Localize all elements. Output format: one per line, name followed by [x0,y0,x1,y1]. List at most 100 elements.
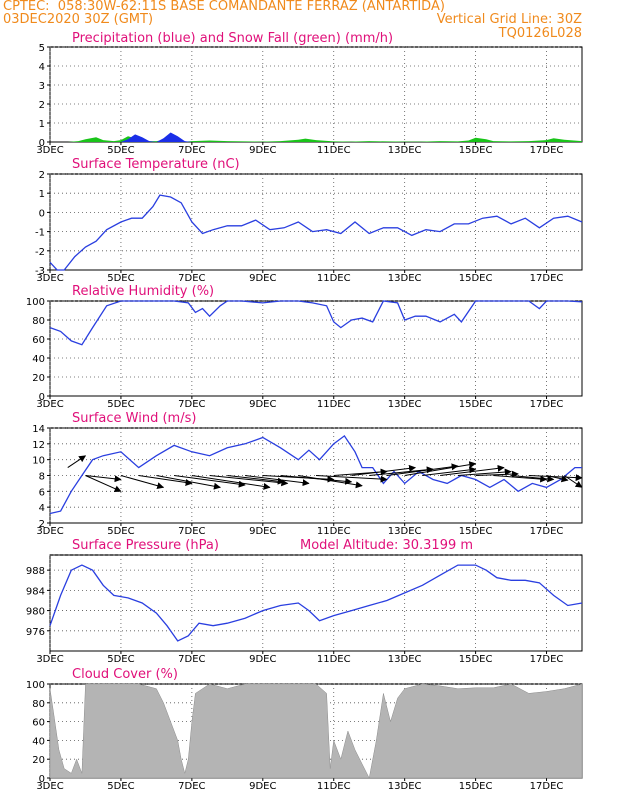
temp-ytick-label: 1 [39,189,45,200]
header-source: CPTEC: 058:30W-62:11S BASE COMANDANTE FE… [3,0,445,14]
rh-xtick-label: 13DEC [388,399,422,410]
wind-arrow [351,464,417,476]
pressure-ytick-label: 976 [26,627,45,638]
pressure-frame [49,554,583,652]
pressure-xtick-label: 17DEC [530,654,564,665]
cloud-ytick-label: 60 [32,718,45,729]
rh-ytick-label: 20 [32,373,45,384]
wind-arrow [440,464,505,476]
header-run-date: 03DEC2020 30Z (GMT) [3,12,154,27]
wind-xtick-label: 5DEC [107,526,134,537]
wind-arrow [245,475,310,487]
rh-xtick-label: 5DEC [107,399,134,410]
wind-ytick-label: 6 [39,487,45,498]
cloud-ytick-label: 40 [32,736,45,747]
precip-ytick-label: 2 [39,100,45,111]
pressure-xtick-label: 9DEC [249,654,276,665]
pressure-ytick-label: 988 [26,566,45,577]
wind-arrow [528,474,583,482]
precip-series-snow [50,136,582,142]
cloud-xtick-label: 11DEC [317,781,351,792]
wind-arrow [563,475,583,488]
wind-xtick-label: 13DEC [388,526,422,537]
rh-ytick-label: 100 [26,297,45,308]
precip-xtick-label: 11DEC [317,145,351,156]
pressure-series-line [49,564,583,642]
wind-xtick-label: 3DEC [36,526,63,537]
cloud-ytick-label: 20 [32,755,45,766]
cloud-xtick-label: 9DEC [249,781,276,792]
wind-arrow [546,475,569,483]
cloud-xtick-label: 15DEC [459,781,493,792]
precip-xtick-label: 17DEC [530,145,564,156]
wind-arrow [191,475,271,490]
wind-xtick-label: 17DEC [530,526,564,537]
temp-xtick-label: 9DEC [249,273,276,284]
wind-arrow [511,475,555,483]
wind-panel: 2 4 6 8 10 12 14 3DEC 5DEC 7DEC 9DEC 11DEC 13DEC 15DE… [32,411,583,537]
wind-ytick-label: 10 [32,456,45,467]
precip-frame [49,46,583,143]
cloud-xtick-label: 5DEC [107,781,134,792]
precip-ytick-label: 0 [39,138,45,149]
rh-xtick-label: 15DEC [459,399,493,410]
temp-xtick-label: 17DEC [530,273,564,284]
temp-frame [49,173,583,271]
wind-arrow [457,468,512,476]
temp-ytick-label: -2 [35,247,45,258]
temp-xtick-label: 7DEC [178,273,205,284]
wind-arrow [138,475,193,486]
pressure-xtick-label: 13DEC [388,654,422,665]
wind-title: Surface Wind (m/s) [72,411,196,426]
precip-xtick-label: 3DEC [36,145,63,156]
rh-ytick-label: 80 [32,316,45,327]
rh-xtick-label: 9DEC [249,399,276,410]
rh-ytick-label: 0 [39,392,45,403]
pressure-xtick-label: 7DEC [178,654,205,665]
pressure-annotation: Model Altitude: 30.3199 m [300,538,473,553]
wind-arrow [315,475,388,483]
cloud-xtick-label: 17DEC [530,781,564,792]
header-grid-note: Vertical Grid Line: 30Z [436,12,582,27]
cloud-panel: 0 20 40 60 80 100 3DEC 5DEC 7DEC 9DEC 11DEC 13DEC 15… [26,667,583,792]
header-code: TQ0126L028 [498,26,582,41]
precip-ytick-label: 4 [39,62,45,73]
pressure-xtick-label: 5DEC [107,654,134,665]
cloud-title: Cloud Cover (%) [72,667,178,682]
pressure-xtick-label: 15DEC [459,654,493,665]
pressure-ytick-label: 980 [26,607,45,618]
temp-title: Surface Temperature (nC) [72,157,240,172]
pressure-panel: 976 980 984 988 3DEC 5DEC 7DEC 9DEC 11DEC 13DEC 15… [26,538,583,665]
precip-panel: 0 1 2 3 4 5 3DEC 5DEC 7DEC 9DEC 11DEC 13DEC 15DEC 17D… [36,31,583,156]
pressure-title: Surface Pressure (hPa) [72,538,219,553]
precip-ytick-label: 5 [39,43,45,54]
wind-ytick-label: 2 [39,519,45,530]
wind-arrow [404,461,477,476]
temp-xtick-label: 15DEC [459,273,493,284]
temp-xtick-label: 5DEC [107,273,134,284]
temp-xtick-label: 3DEC [36,273,63,284]
cloud-ytick-label: 0 [39,774,45,785]
rh-ytick-label: 40 [32,354,45,365]
rh-xtick-label: 3DEC [36,399,63,410]
temp-panel: -3 -2 -1 0 1 2 3DEC 5DEC 7DEC 9DEC 11DEC 13DEC 15DEC… [35,157,583,284]
wind-arrow [475,470,519,478]
wind-arrow [85,475,122,483]
wind-arrow [227,475,285,485]
wind-series-line [49,434,582,515]
wind-arrow [422,466,477,476]
wind-arrow [369,466,434,476]
header-station: 058:30W-62:11S BASE COMANDANTE FERRAZ (A… [57,0,445,14]
pressure-xtick-label: 11DEC [317,654,351,665]
wind-arrow [85,475,122,492]
cloud-ytick-label: 80 [32,699,45,710]
wind-arrow [386,463,459,476]
temp-ytick-label: 0 [39,208,45,219]
temp-ytick-label: -1 [35,228,45,239]
wind-xtick-label: 9DEC [249,526,276,537]
rh-series-line [49,300,583,346]
header-source-prefix: CPTEC: [3,0,50,14]
rh-title: Relative Humidity (%) [72,284,214,299]
rh-xtick-label: 7DEC [178,399,205,410]
